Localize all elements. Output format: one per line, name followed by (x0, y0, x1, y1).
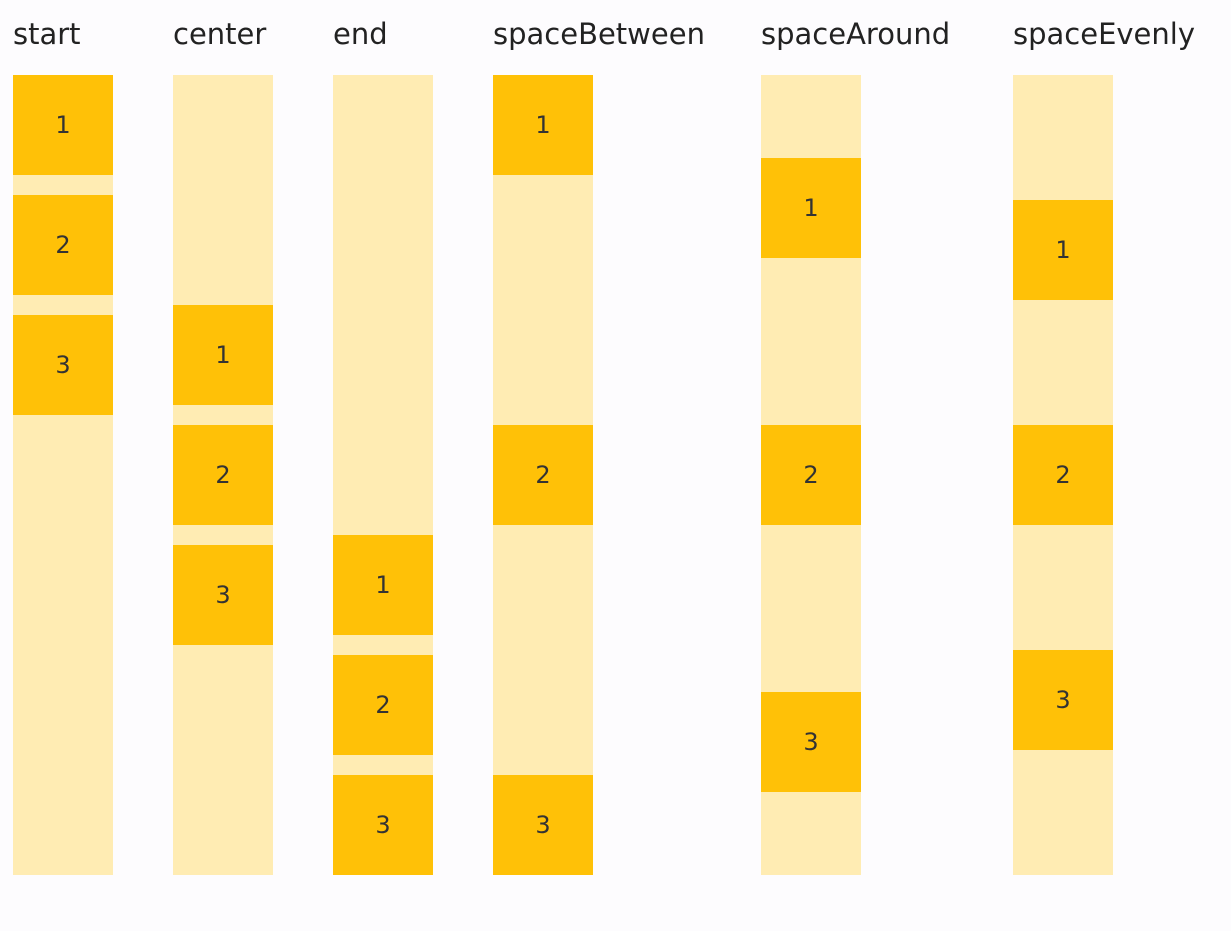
item-box: 2 (13, 195, 113, 295)
column-label: start (13, 17, 81, 51)
item-box: 2 (1013, 425, 1113, 525)
column: 1 2 3 (761, 75, 861, 875)
column-label: center (173, 17, 267, 51)
item-box: 3 (761, 691, 861, 792)
item-box: 1 (761, 158, 861, 259)
column: 1 2 3 (333, 75, 433, 875)
item-box: 2 (333, 655, 433, 755)
item-box: 3 (13, 315, 113, 415)
item-box: 3 (1013, 650, 1113, 750)
item-box: 2 (761, 424, 861, 525)
item-box: 2 (173, 425, 273, 525)
item-box: 1 (493, 75, 593, 175)
column: 1 2 3 (493, 75, 593, 875)
column: 1 2 3 (173, 75, 273, 875)
item-box: 1 (1013, 200, 1113, 300)
item-box: 3 (333, 775, 433, 875)
item-box: 3 (493, 775, 593, 875)
item-box: 1 (333, 535, 433, 635)
column-label: spaceEvenly (1013, 17, 1196, 51)
column: 1 2 3 (13, 75, 113, 875)
item-box: 2 (493, 425, 593, 525)
item-box: 3 (173, 545, 273, 645)
item-box: 1 (173, 305, 273, 405)
column-label: spaceAround (761, 17, 951, 51)
column-label: end (333, 17, 388, 51)
column: 1 2 3 (1013, 75, 1113, 875)
item-box: 1 (13, 75, 113, 175)
column-label: spaceBetween (493, 17, 705, 51)
